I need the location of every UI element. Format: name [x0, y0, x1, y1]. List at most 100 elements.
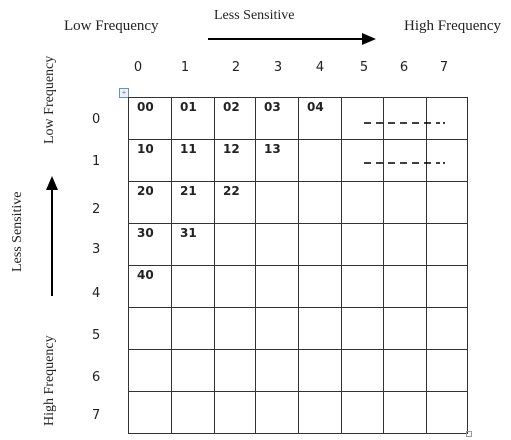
top-label-low-frequency: Low Frequency — [64, 18, 159, 34]
grid-cell-value: 20 — [137, 184, 154, 198]
grid-cell-value — [342, 308, 383, 310]
grid-cell-value: 04 — [307, 100, 324, 114]
grid-cell-value — [172, 266, 214, 268]
grid-cell-value — [299, 308, 341, 310]
grid-cell-value — [215, 392, 255, 394]
grid-cell-value — [299, 350, 341, 352]
grid-cell: 12 — [214, 139, 256, 182]
grid-cell — [255, 391, 299, 434]
table-row: 00 01 02 03 04 — [128, 97, 468, 140]
table-move-handle-icon[interactable]: + — [119, 88, 129, 98]
table-resize-handle-icon[interactable] — [466, 431, 472, 437]
grid-cell-value — [427, 224, 467, 226]
grid-cell-value — [384, 266, 426, 268]
grid-cell — [341, 307, 384, 350]
grid-cell-value — [427, 98, 467, 100]
row-number-4: 4 — [92, 286, 101, 301]
grid-cell-value — [384, 140, 426, 142]
grid-cell-value — [299, 182, 341, 184]
grid-cell-value: 01 — [180, 100, 197, 114]
grid-cell — [298, 307, 342, 350]
grid-cell-value — [342, 98, 383, 100]
grid-cell-value — [256, 350, 298, 352]
grid-cell-value — [342, 350, 383, 352]
grid-cell-value — [256, 266, 298, 268]
grid-cell — [426, 223, 468, 266]
grid-cell-value — [384, 350, 426, 352]
grid-cell — [341, 265, 384, 308]
col-number-0: 0 — [133, 60, 143, 75]
grid-cell-value: 02 — [223, 100, 240, 114]
grid-cell — [128, 307, 172, 350]
grid-cell — [383, 223, 427, 266]
grid-cell — [255, 349, 299, 392]
grid-cell — [341, 97, 384, 140]
grid-cell-value — [256, 224, 298, 226]
grid-cell-value — [427, 392, 467, 394]
grid-cell: 04 — [298, 97, 342, 140]
grid-cell-value — [215, 224, 255, 226]
grid-cell-value — [172, 392, 214, 394]
grid-cell — [383, 97, 427, 140]
row-number-2: 2 — [92, 202, 101, 217]
grid-cell-value: 12 — [223, 142, 240, 156]
top-label-less-sensitive: Less Sensitive — [214, 8, 295, 23]
grid-cell-value — [342, 266, 383, 268]
row-number-6: 6 — [92, 370, 101, 385]
grid-cell-value — [215, 266, 255, 268]
grid-cell-value — [172, 350, 214, 352]
grid-cell — [255, 223, 299, 266]
grid-cell-value: 31 — [180, 226, 197, 240]
grid-cell — [426, 97, 468, 140]
grid-cell — [426, 349, 468, 392]
grid-cell-value — [299, 266, 341, 268]
grid-cell — [214, 349, 256, 392]
top-label-high-frequency: High Frequency — [404, 18, 502, 34]
grid-cell — [426, 391, 468, 434]
grid-cell — [171, 307, 215, 350]
grid-cell-value: 30 — [137, 226, 154, 240]
grid-cell-value — [215, 350, 255, 352]
grid-cell: 22 — [214, 181, 256, 224]
grid-cell-value — [215, 308, 255, 310]
grid-cell — [128, 391, 172, 434]
row-number-0: 0 — [92, 112, 101, 127]
grid-cell: 30 — [128, 223, 172, 266]
grid-cell-value — [342, 182, 383, 184]
grid-cell: 31 — [171, 223, 215, 266]
grid-cell-value: 40 — [137, 268, 154, 282]
grid-cell — [255, 181, 299, 224]
table-row — [128, 391, 468, 434]
grid-cell — [341, 223, 384, 266]
table-row: 40 — [128, 265, 468, 308]
grid-cell — [426, 265, 468, 308]
left-label-high-frequency: High Frequency — [42, 335, 57, 426]
grid-cell-value — [129, 308, 171, 310]
grid-cell — [214, 223, 256, 266]
grid-cell — [341, 139, 384, 182]
grid-cell-value — [299, 392, 341, 394]
grid-cell-value — [427, 308, 467, 310]
grid-cell: 11 — [171, 139, 215, 182]
grid-cell-value — [427, 182, 467, 184]
grid-cell — [426, 307, 468, 350]
grid-cell — [171, 349, 215, 392]
grid-cell-value: 03 — [264, 100, 281, 114]
grid-cell-value — [172, 308, 214, 310]
table-row — [128, 307, 468, 350]
table-row: 20 21 22 — [128, 181, 468, 224]
grid-cell — [214, 265, 256, 308]
grid-cell-value: 13 — [264, 142, 281, 156]
grid-cell: 01 — [171, 97, 215, 140]
grid-cell-value — [299, 224, 341, 226]
row-number-7: 7 — [92, 408, 101, 423]
grid-cell: 03 — [255, 97, 299, 140]
grid-cell — [298, 223, 342, 266]
grid-cell — [214, 307, 256, 350]
grid-cell-value — [256, 308, 298, 310]
col-number-3: 3 — [273, 60, 283, 75]
grid-cell — [383, 181, 427, 224]
grid-cell-value — [384, 224, 426, 226]
table-row — [128, 349, 468, 392]
grid-cell — [255, 265, 299, 308]
